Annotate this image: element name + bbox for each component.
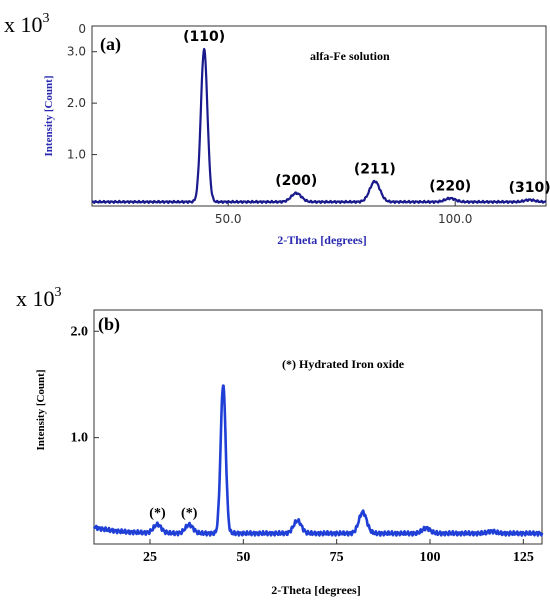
x-tick-label: 25 [143,550,157,565]
peak-label: (220) [429,178,471,194]
x-tick-label: 100.0 [438,212,472,226]
peak-label: (*) [181,506,198,521]
xlabel-a: 2-Theta [degrees] [277,233,366,247]
multiplier-a: x 103 [4,11,50,37]
series-line-a [91,47,547,205]
y-tick-label: 3.0 [67,45,86,59]
panel-label-a: (a) [100,34,121,55]
ylabel-b: Intensity [Count] [35,370,47,451]
peak-label: (211) [354,161,396,177]
ylabel-a: Intensity [Count] [43,76,55,157]
series-line-b [92,384,544,537]
tick-group-a: 50.0 100.0 1.0 2.0 3.0 [67,45,472,226]
peak-labels-a: (110) (200) (211) (220) (310) [183,29,550,196]
peak-label: (200) [275,173,317,189]
annotation-b: (*) Hydrated Iron oxide [282,357,405,371]
plot-frame-a [91,25,547,207]
tick-group-b: 25 50 75 100 125 1.0 2.0 [71,324,534,565]
x-tick-label: 50 [236,550,250,565]
y-tick-label: 2.0 [71,324,89,339]
annotation-a: alfa-Fe solution [310,49,390,63]
y-tick-label: 1.0 [67,148,86,162]
plot-frame-b [93,309,543,545]
x-tick-label: 75 [330,550,344,565]
peak-label: (*) [149,506,166,521]
panel-b: x 103 (b) (*) Hydrated Iron oxide Intens… [16,285,544,597]
x-tick-label: 50.0 [215,212,242,226]
y-tick-label: 1.0 [71,431,89,446]
y-tick-label: 2.0 [67,96,86,110]
panel-a: x 103 (a) alfa-Fe solution 0 Intensity [… [4,11,550,247]
diffraction-series-a [91,47,547,205]
x-tick-label: 125 [513,550,534,565]
top-tick-label-a: 0 [78,22,86,36]
peak-label: (110) [183,29,225,45]
panel-label-b: (b) [98,314,120,335]
x-tick-label: 100 [420,550,441,565]
peak-labels-b: (*) (*) [149,506,197,521]
multiplier-b: x 103 [16,285,62,311]
xlabel-b: 2-Theta [degrees] [271,583,360,597]
peak-label: (310) [509,180,550,196]
diffraction-series-b [92,384,544,537]
